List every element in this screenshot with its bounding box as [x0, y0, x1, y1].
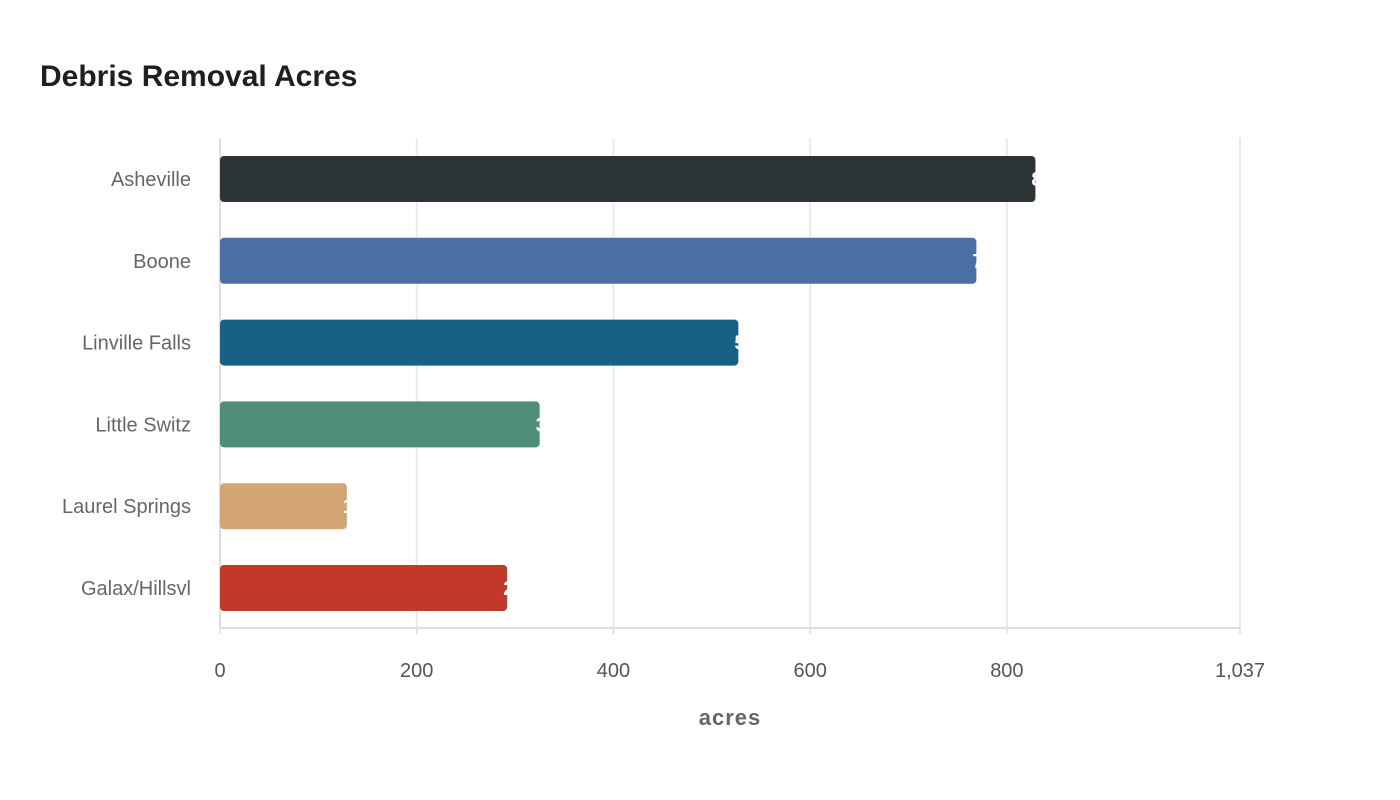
- x-tick-label: 0: [214, 660, 225, 682]
- bar: [220, 565, 508, 611]
- bar: [220, 483, 347, 530]
- chart-title: Debris Removal Acres: [40, 60, 358, 93]
- category-label: Linville Falls: [82, 333, 191, 355]
- category-label: Galax/Hillsvl: [81, 578, 191, 600]
- x-tick-label: 200: [400, 660, 433, 682]
- category-label: Little Switz: [95, 414, 191, 436]
- data-label: 292: [503, 578, 536, 600]
- x-tick-label: 800: [990, 660, 1023, 682]
- category-label: Laurel Springs: [62, 496, 191, 518]
- bar: [220, 156, 1036, 202]
- bar: [220, 319, 739, 366]
- bar: [220, 401, 540, 448]
- data-label: 829: [1031, 169, 1064, 191]
- x-tick-label: 600: [793, 660, 826, 682]
- category-label: Boone: [133, 251, 191, 273]
- x-tick-label: 1,037: [1215, 660, 1265, 682]
- category-label: Asheville: [111, 169, 191, 191]
- data-label: 325: [536, 414, 569, 436]
- x-tick-label: 400: [597, 660, 630, 682]
- bar: [220, 237, 977, 284]
- data-label: 769: [972, 251, 1005, 273]
- x-axis-label: acres: [699, 705, 762, 730]
- data-label: 129: [343, 496, 376, 518]
- data-label: 527: [734, 333, 767, 355]
